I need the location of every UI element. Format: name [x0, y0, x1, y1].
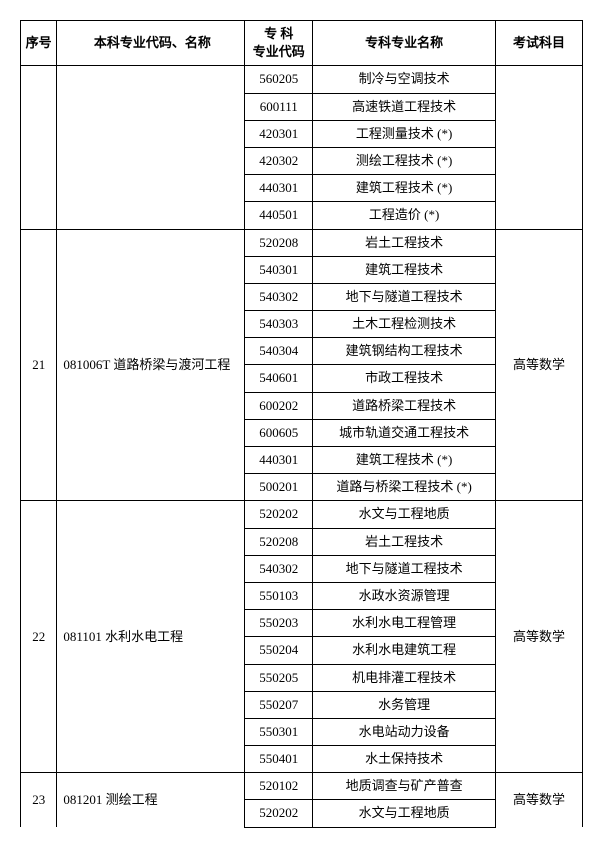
- zkname-cell: 城市轨道交通工程技术: [313, 419, 496, 446]
- zkcode-cell: 500201: [245, 474, 313, 501]
- zkcode-cell: 550207: [245, 691, 313, 718]
- zkname-cell: 市政工程技术: [313, 365, 496, 392]
- header-exam: 考试科目: [496, 21, 583, 66]
- specialty-table: 序号 本科专业代码、名称 专 科 专业代码 专科专业名称 考试科目 560205…: [20, 20, 583, 828]
- zkcode-cell: 520102: [245, 773, 313, 800]
- zkcode-cell: 420302: [245, 147, 313, 174]
- zkcode-cell: 540601: [245, 365, 313, 392]
- zkname-cell: 建筑钢结构工程技术: [313, 338, 496, 365]
- header-row: 序号 本科专业代码、名称 专 科 专业代码 专科专业名称 考试科目: [21, 21, 583, 66]
- table-row: 21081006T 道路桥梁与渡河工程520208岩土工程技术高等数学: [21, 229, 583, 256]
- zkcode-cell: 440301: [245, 175, 313, 202]
- zkcode-cell: 420301: [245, 120, 313, 147]
- zkname-cell: 道路桥梁工程技术: [313, 392, 496, 419]
- zkcode-cell: 520202: [245, 501, 313, 528]
- zkname-cell: 测绘工程技术 (*): [313, 147, 496, 174]
- exam-cell: 高等数学: [496, 229, 583, 501]
- zkcode-cell: 560205: [245, 66, 313, 93]
- seq-cell: 23: [21, 773, 57, 827]
- zkname-cell: 机电排灌工程技术: [313, 664, 496, 691]
- zkcode-cell: 440301: [245, 447, 313, 474]
- zkname-cell: 地质调查与矿产普查: [313, 773, 496, 800]
- zkcode-cell: 540304: [245, 338, 313, 365]
- zkcode-cell: 520208: [245, 528, 313, 555]
- zkname-cell: 水文与工程地质: [313, 800, 496, 827]
- zkname-cell: 水利水电工程管理: [313, 610, 496, 637]
- zkname-cell: 工程造价 (*): [313, 202, 496, 229]
- seq-cell: 22: [21, 501, 57, 773]
- header-seq: 序号: [21, 21, 57, 66]
- header-major: 本科专业代码、名称: [57, 21, 245, 66]
- zkcode-cell: 550204: [245, 637, 313, 664]
- zkname-cell: 地下与隧道工程技术: [313, 555, 496, 582]
- seq-cell: [21, 66, 57, 229]
- zkname-cell: 岩土工程技术: [313, 528, 496, 555]
- exam-cell: 高等数学: [496, 773, 583, 827]
- zkname-cell: 建筑工程技术: [313, 256, 496, 283]
- zkcode-cell: 550103: [245, 582, 313, 609]
- zkcode-cell: 520202: [245, 800, 313, 827]
- major-cell: 081201 测绘工程: [57, 773, 245, 827]
- zkcode-cell: 520208: [245, 229, 313, 256]
- zkname-cell: 建筑工程技术 (*): [313, 447, 496, 474]
- header-zkcode: 专 科 专业代码: [245, 21, 313, 66]
- zkcode-cell: 550205: [245, 664, 313, 691]
- zkname-cell: 工程测量技术 (*): [313, 120, 496, 147]
- exam-cell: 高等数学: [496, 501, 583, 773]
- zkcode-cell: 540302: [245, 283, 313, 310]
- zkcode-cell: 550203: [245, 610, 313, 637]
- zkname-cell: 水务管理: [313, 691, 496, 718]
- zkname-cell: 水文与工程地质: [313, 501, 496, 528]
- zkcode-cell: 600605: [245, 419, 313, 446]
- table-row: 23081201 测绘工程520102地质调查与矿产普查高等数学: [21, 773, 583, 800]
- table-row: 22081101 水利水电工程520202水文与工程地质高等数学: [21, 501, 583, 528]
- zkcode-cell: 600202: [245, 392, 313, 419]
- major-cell: [57, 66, 245, 229]
- zkcode-cell: 540301: [245, 256, 313, 283]
- zkcode-cell: 550301: [245, 718, 313, 745]
- zkname-cell: 水土保持技术: [313, 746, 496, 773]
- major-cell: 081006T 道路桥梁与渡河工程: [57, 229, 245, 501]
- seq-cell: 21: [21, 229, 57, 501]
- zkname-cell: 建筑工程技术 (*): [313, 175, 496, 202]
- zkname-cell: 地下与隧道工程技术: [313, 283, 496, 310]
- zkcode-cell: 540303: [245, 311, 313, 338]
- zkname-cell: 岩土工程技术: [313, 229, 496, 256]
- zkname-cell: 水政水资源管理: [313, 582, 496, 609]
- header-zkname: 专科专业名称: [313, 21, 496, 66]
- zkname-cell: 水利水电建筑工程: [313, 637, 496, 664]
- zkcode-cell: 600111: [245, 93, 313, 120]
- zkname-cell: 道路与桥梁工程技术 (*): [313, 474, 496, 501]
- zkname-cell: 水电站动力设备: [313, 718, 496, 745]
- exam-cell: [496, 66, 583, 229]
- zkcode-cell: 440501: [245, 202, 313, 229]
- zkname-cell: 高速铁道工程技术: [313, 93, 496, 120]
- zkname-cell: 制冷与空调技术: [313, 66, 496, 93]
- major-cell: 081101 水利水电工程: [57, 501, 245, 773]
- zkcode-cell: 550401: [245, 746, 313, 773]
- zkcode-cell: 540302: [245, 555, 313, 582]
- zkname-cell: 土木工程检测技术: [313, 311, 496, 338]
- table-row: 560205制冷与空调技术: [21, 66, 583, 93]
